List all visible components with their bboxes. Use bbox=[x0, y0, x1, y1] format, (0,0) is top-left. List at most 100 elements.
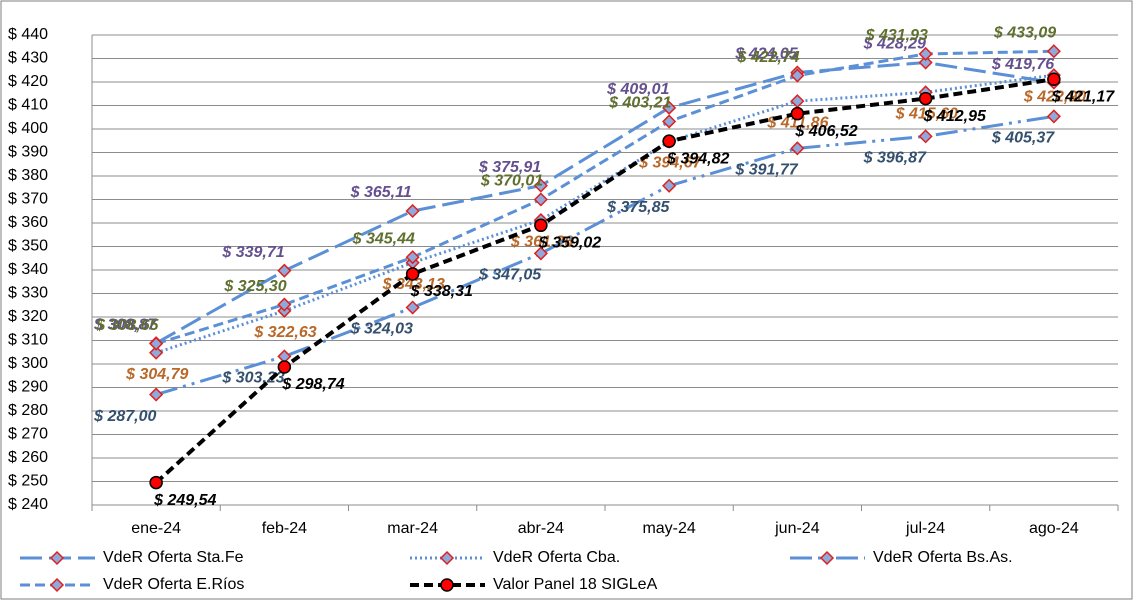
legend-label: VdeR Oferta Cba. bbox=[493, 549, 620, 566]
legend-label: Valor Panel 18 SIGLeA bbox=[493, 576, 658, 593]
y-tick-label: $ 440 bbox=[8, 26, 48, 43]
data-label: $ 338,31 bbox=[410, 283, 473, 300]
x-tick-label: ene-24 bbox=[131, 520, 181, 537]
data-label: $ 345,44 bbox=[352, 230, 415, 247]
marker bbox=[405, 267, 420, 281]
marker bbox=[918, 129, 933, 144]
data-label: $ 431,93 bbox=[865, 27, 928, 44]
data-label: $ 343,13 bbox=[382, 276, 445, 293]
y-tick-label: $ 260 bbox=[8, 449, 48, 466]
marker bbox=[1046, 44, 1061, 59]
series-line bbox=[155, 49, 1054, 346]
y-tick-label: $ 370 bbox=[8, 191, 48, 208]
marker bbox=[405, 203, 420, 219]
y-tick-label: $ 240 bbox=[8, 496, 48, 513]
legend-marker bbox=[49, 577, 65, 593]
data-label: $ 424,05 bbox=[734, 46, 798, 63]
x-tick-label: feb-24 bbox=[262, 520, 307, 537]
y-tick-label: $ 340 bbox=[8, 261, 48, 278]
data-label: $ 359,02 bbox=[538, 235, 601, 252]
y-tick-label: $ 280 bbox=[8, 402, 48, 419]
marker bbox=[790, 106, 805, 121]
series-line bbox=[155, 114, 1055, 396]
marker bbox=[790, 68, 805, 83]
data-label: $ 422,74 bbox=[736, 49, 799, 66]
y-tick-label: $ 420 bbox=[8, 73, 48, 90]
legend-marker bbox=[819, 550, 835, 566]
data-label: $ 419,76 bbox=[991, 56, 1054, 73]
data-label: $ 405,37 bbox=[991, 130, 1055, 147]
data-label: $ 375,85 bbox=[606, 199, 670, 216]
marker bbox=[918, 55, 933, 70]
x-tick-label: mar-24 bbox=[387, 520, 438, 537]
marker bbox=[149, 345, 164, 360]
data-label: $ 339,71 bbox=[221, 244, 284, 261]
legend-marker bbox=[440, 578, 454, 592]
y-tick-label: $ 400 bbox=[8, 120, 48, 137]
data-label: $ 322,63 bbox=[253, 324, 316, 341]
marker bbox=[533, 192, 548, 207]
series-line bbox=[154, 77, 1055, 485]
data-label: $ 287,00 bbox=[93, 408, 156, 425]
data-label: $ 394,82 bbox=[666, 150, 729, 167]
data-label: $ 409,01 bbox=[606, 81, 669, 98]
y-tick-label: $ 360 bbox=[8, 214, 48, 231]
y-tick-label: $ 410 bbox=[8, 97, 48, 114]
data-label: $ 298,74 bbox=[281, 376, 344, 393]
y-tick-label: $ 300 bbox=[8, 355, 48, 372]
marker bbox=[277, 360, 292, 374]
y-tick-label: $ 430 bbox=[8, 50, 48, 67]
data-label: $ 308,65 bbox=[95, 317, 159, 334]
y-tick-label: $ 270 bbox=[8, 426, 48, 443]
data-label: $ 391,77 bbox=[734, 162, 798, 179]
data-label: $ 347,05 bbox=[478, 267, 542, 284]
marker bbox=[533, 178, 548, 193]
marker bbox=[1046, 109, 1061, 124]
legend-marker bbox=[439, 550, 455, 566]
marker bbox=[662, 178, 677, 193]
data-label: $ 422,90 bbox=[1023, 88, 1086, 105]
marker bbox=[405, 300, 420, 315]
y-tick-label: $ 310 bbox=[8, 332, 48, 349]
marker bbox=[662, 100, 677, 115]
x-tick-label: ago-24 bbox=[1029, 520, 1079, 537]
data-label: $ 370,01 bbox=[480, 173, 543, 190]
data-label: $ 249,54 bbox=[153, 492, 216, 509]
data-label: $ 421,17 bbox=[1051, 88, 1115, 105]
x-tick-label: jul-24 bbox=[905, 520, 945, 537]
data-label: $ 415,60 bbox=[895, 106, 958, 123]
marker bbox=[533, 246, 548, 261]
data-label: $ 428,29 bbox=[863, 36, 926, 53]
marker bbox=[918, 91, 933, 106]
y-tick-label: $ 330 bbox=[8, 285, 48, 302]
data-label: $ 308,87 bbox=[93, 316, 157, 333]
y-tick-label: $ 320 bbox=[8, 308, 48, 325]
legend-label: VdeR Oferta E.Ríos bbox=[103, 576, 244, 593]
series-line bbox=[155, 61, 1055, 345]
marker bbox=[918, 46, 933, 62]
legend-label: VdeR Oferta Bs.As. bbox=[873, 549, 1013, 566]
legend-label: VdeR Oferta Sta.Fe bbox=[103, 549, 244, 566]
data-label: $ 394,67 bbox=[638, 155, 702, 172]
y-tick-label: $ 390 bbox=[8, 144, 48, 161]
data-label: $ 396,87 bbox=[863, 150, 927, 167]
x-tick-label: abr-24 bbox=[518, 520, 564, 537]
marker bbox=[149, 387, 164, 402]
data-label: $ 433,09 bbox=[993, 24, 1056, 41]
y-tick-label: $ 350 bbox=[8, 238, 48, 255]
data-label: $ 303,23 bbox=[221, 370, 284, 387]
data-label: $ 365,11 bbox=[350, 184, 412, 201]
data-label: $ 375,91 bbox=[478, 159, 541, 176]
data-label: $ 403,21 bbox=[608, 95, 671, 112]
marker bbox=[149, 336, 164, 351]
marker bbox=[277, 263, 292, 278]
y-tick-label: $ 290 bbox=[8, 379, 48, 396]
data-label: $ 324,03 bbox=[350, 321, 413, 338]
marker bbox=[790, 141, 805, 156]
y-tick-label: $ 380 bbox=[8, 167, 48, 184]
x-tick-label: jun-24 bbox=[774, 520, 820, 537]
marker bbox=[405, 250, 420, 265]
marker bbox=[277, 297, 292, 312]
